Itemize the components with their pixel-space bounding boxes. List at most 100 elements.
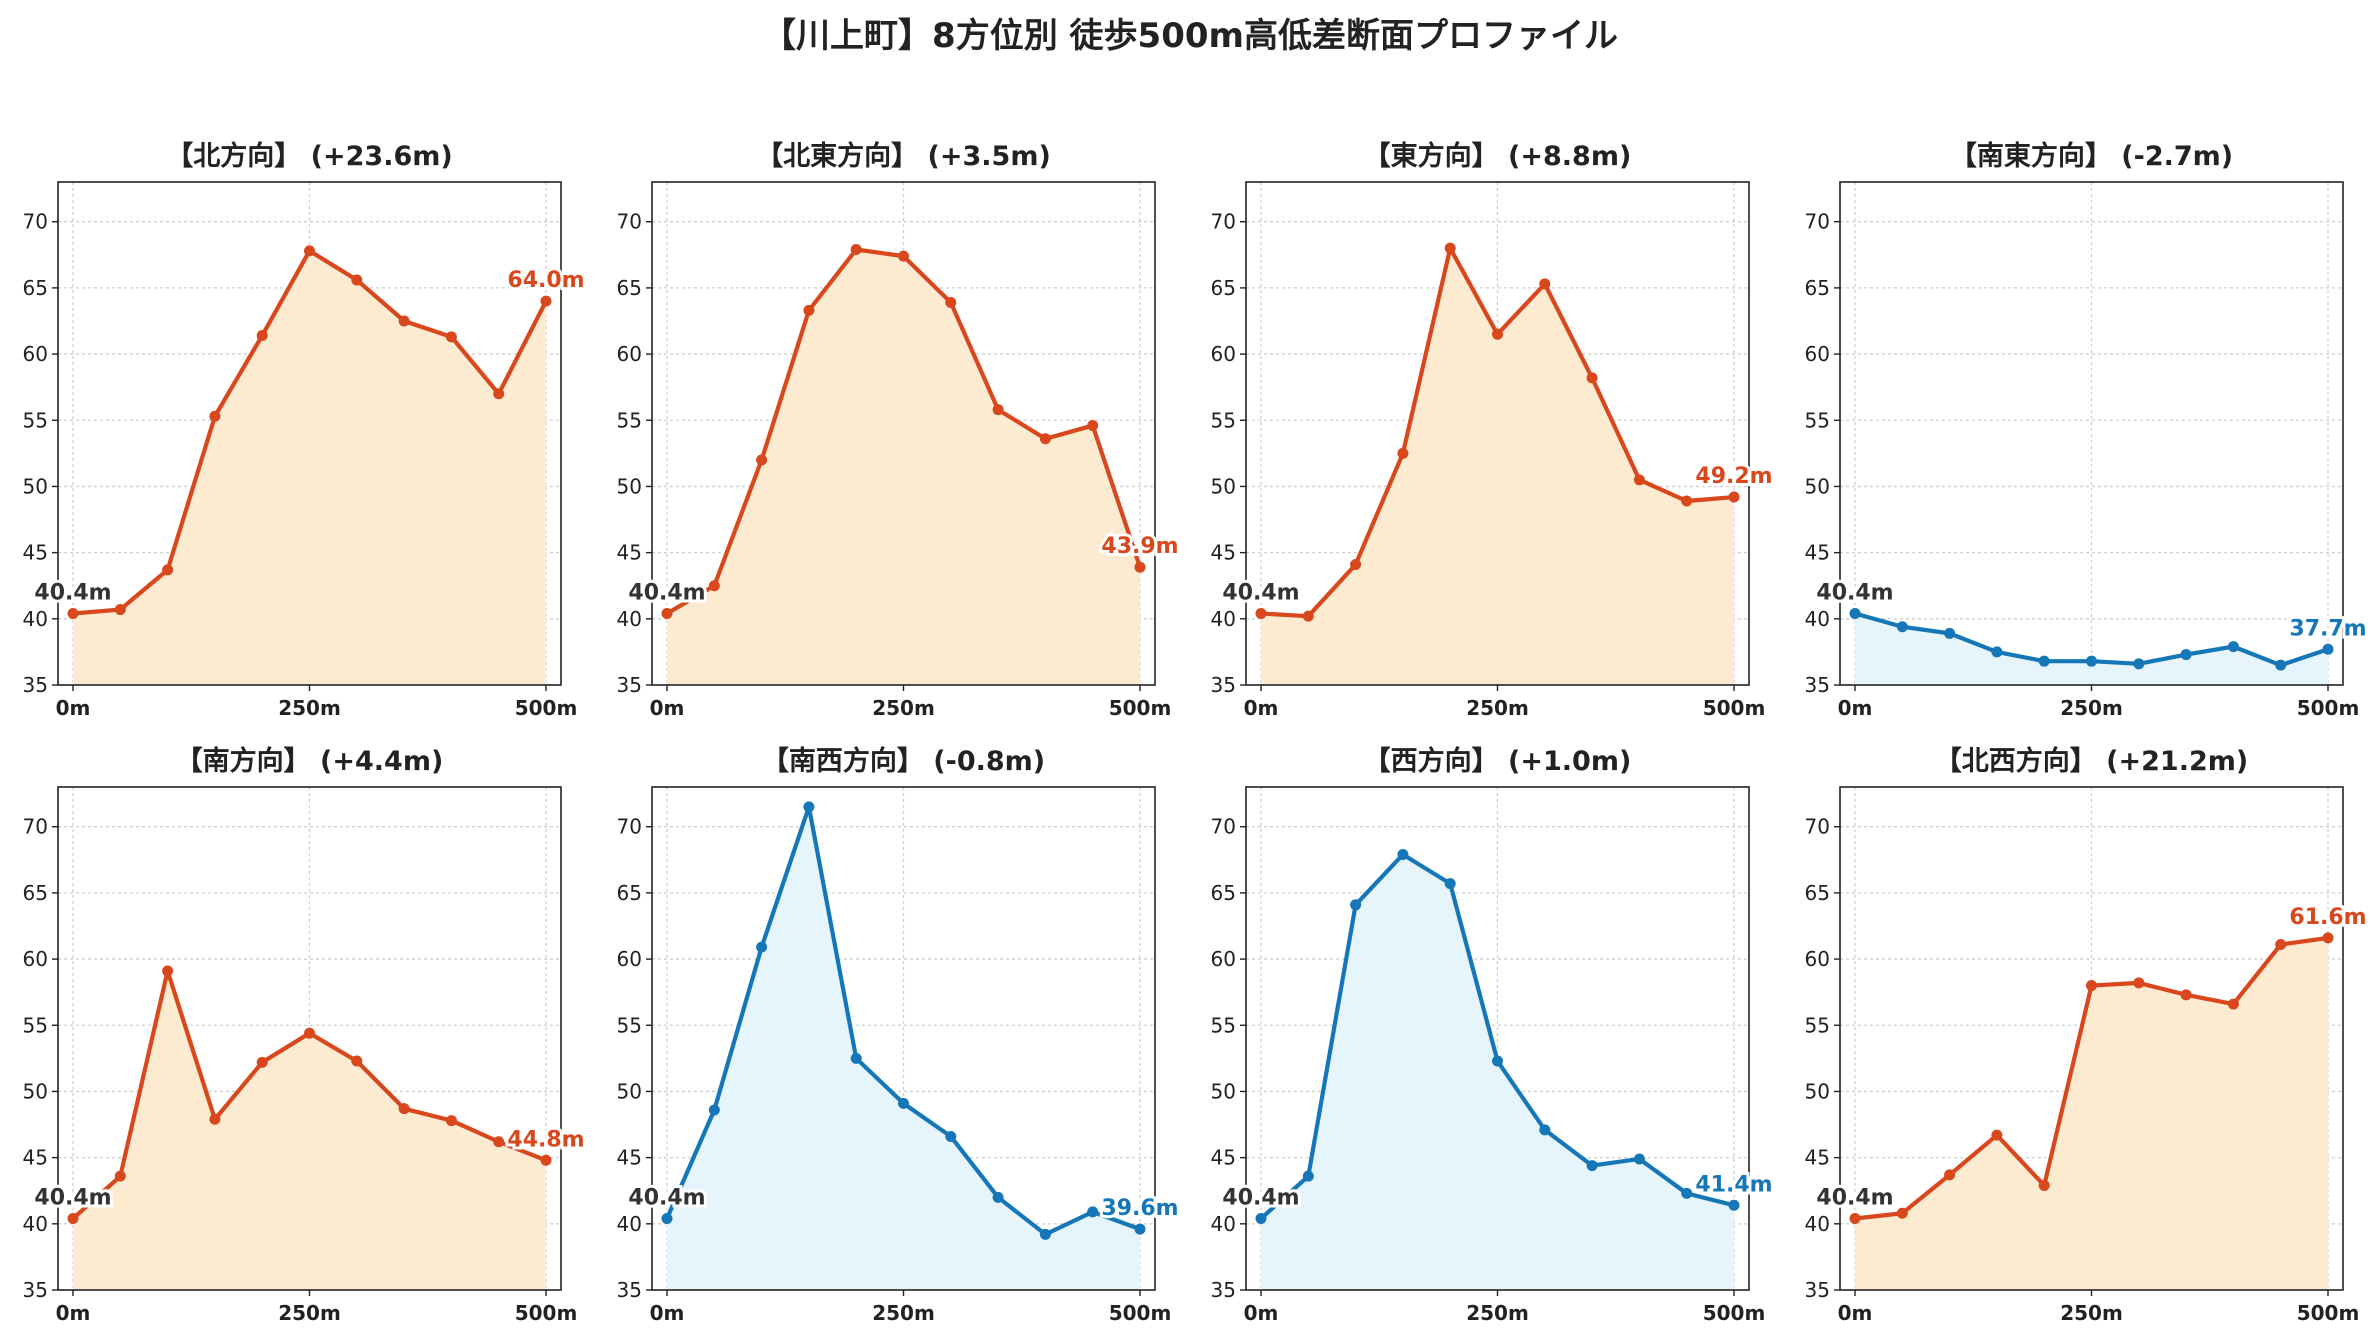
y-tick-label: 55 bbox=[617, 408, 642, 432]
start-elevation-label: 40.4m bbox=[628, 581, 705, 606]
data-point bbox=[1134, 561, 1146, 573]
y-tick-label: 70 bbox=[1211, 815, 1236, 839]
y-tick-label: 70 bbox=[23, 815, 48, 839]
data-point bbox=[493, 388, 505, 400]
start-elevation-label: 40.4m bbox=[1816, 1186, 1893, 1211]
y-tick-label: 45 bbox=[617, 541, 642, 565]
data-point bbox=[1039, 433, 1051, 445]
x-tick-label: 500m bbox=[1109, 1301, 1172, 1325]
end-elevation-label: 43.9m bbox=[1101, 534, 1178, 559]
data-point bbox=[2180, 649, 2192, 661]
end-elevation-label: 37.7m bbox=[2289, 616, 2366, 641]
y-tick-label: 70 bbox=[617, 815, 642, 839]
data-point bbox=[2227, 998, 2239, 1010]
data-point bbox=[2322, 932, 2334, 944]
data-point bbox=[2275, 659, 2287, 671]
data-point bbox=[1255, 608, 1267, 620]
data-point bbox=[850, 244, 862, 256]
data-point bbox=[756, 941, 768, 953]
y-tick-label: 40 bbox=[1805, 1212, 1830, 1236]
y-tick-label: 35 bbox=[617, 673, 642, 697]
data-point bbox=[898, 250, 909, 262]
y-tick-label: 40 bbox=[617, 1212, 642, 1236]
y-tick-label: 50 bbox=[23, 474, 48, 498]
x-tick-label: 0m bbox=[650, 696, 685, 720]
y-tick-label: 45 bbox=[1211, 541, 1236, 565]
data-point bbox=[256, 1056, 268, 1068]
x-tick-label: 250m bbox=[2060, 696, 2123, 720]
y-tick-label: 50 bbox=[617, 474, 642, 498]
y-tick-label: 65 bbox=[617, 881, 642, 905]
page-title: 【川上町】8方位別 徒歩500m高低差断面プロファイル bbox=[762, 16, 1618, 56]
y-tick-label: 60 bbox=[1805, 342, 1830, 366]
chart-panel: 【東方向】 (+8.8m) 35 40 45 50 55 60 65 70 0m 250m 500m 4… bbox=[1211, 140, 1776, 720]
y-tick-label: 35 bbox=[1805, 1278, 1830, 1302]
y-tick-label: 40 bbox=[617, 607, 642, 631]
y-tick-label: 55 bbox=[1211, 408, 1236, 432]
y-tick-label: 35 bbox=[1805, 673, 1830, 697]
x-tick-label: 500m bbox=[1703, 696, 1766, 720]
y-tick-label: 70 bbox=[617, 210, 642, 234]
data-point bbox=[162, 564, 174, 576]
start-elevation-label: 40.4m bbox=[1222, 1186, 1299, 1211]
y-tick-label: 40 bbox=[1211, 1212, 1236, 1236]
data-point bbox=[1633, 474, 1645, 486]
panel-title: 【北方向】 (+23.6m) bbox=[166, 140, 452, 172]
y-tick-label: 35 bbox=[1211, 1278, 1236, 1302]
y-tick-label: 45 bbox=[23, 1146, 48, 1170]
data-point bbox=[445, 1115, 457, 1127]
y-tick-label: 70 bbox=[1805, 210, 1830, 234]
y-tick-label: 35 bbox=[617, 1278, 642, 1302]
data-point bbox=[2086, 655, 2097, 667]
data-point bbox=[398, 315, 410, 327]
y-tick-label: 55 bbox=[1805, 408, 1830, 432]
y-tick-label: 60 bbox=[617, 342, 642, 366]
end-elevation-label: 61.6m bbox=[2289, 905, 2366, 930]
start-elevation-label: 40.4m bbox=[34, 1186, 111, 1211]
x-tick-label: 500m bbox=[2297, 1301, 2360, 1325]
y-tick-label: 45 bbox=[23, 541, 48, 565]
y-tick-label: 65 bbox=[617, 276, 642, 300]
y-tick-label: 55 bbox=[23, 408, 48, 432]
data-point bbox=[445, 331, 457, 343]
data-point bbox=[114, 1170, 126, 1182]
data-point bbox=[1991, 646, 2003, 658]
y-tick-label: 40 bbox=[23, 607, 48, 631]
x-tick-label: 250m bbox=[278, 696, 341, 720]
data-point bbox=[2133, 977, 2145, 989]
data-point bbox=[162, 965, 174, 977]
end-elevation-label: 64.0m bbox=[507, 268, 584, 293]
end-elevation-label: 39.6m bbox=[1101, 1196, 1178, 1221]
data-point bbox=[992, 1191, 1004, 1203]
panel-title: 【南東方向】 (-2.7m) bbox=[1950, 140, 2233, 172]
elevation-area bbox=[1855, 937, 2328, 1290]
y-tick-label: 65 bbox=[1211, 276, 1236, 300]
data-point bbox=[1944, 627, 1956, 639]
data-point bbox=[2038, 1179, 2050, 1191]
x-tick-label: 500m bbox=[515, 696, 578, 720]
data-point bbox=[1849, 1213, 1861, 1225]
data-point bbox=[256, 330, 268, 342]
y-tick-label: 45 bbox=[1211, 1146, 1236, 1170]
data-point bbox=[540, 295, 552, 307]
data-point bbox=[1087, 1206, 1099, 1218]
y-tick-label: 60 bbox=[1211, 947, 1236, 971]
data-point bbox=[992, 404, 1004, 416]
data-point bbox=[2180, 989, 2192, 1001]
data-point bbox=[1728, 1199, 1740, 1211]
y-tick-label: 40 bbox=[23, 1212, 48, 1236]
data-point bbox=[1444, 878, 1456, 890]
elevation-area bbox=[1261, 854, 1734, 1290]
y-tick-label: 65 bbox=[23, 881, 48, 905]
data-point bbox=[803, 801, 815, 813]
data-point bbox=[2086, 980, 2097, 992]
data-point bbox=[1586, 1160, 1598, 1172]
x-tick-label: 500m bbox=[1703, 1301, 1766, 1325]
data-point bbox=[1586, 372, 1598, 384]
chart-panel: 【南東方向】 (-2.7m) 35 40 45 50 55 60 65 70 0m 250m 500m… bbox=[1805, 140, 2370, 720]
data-point bbox=[1302, 1170, 1314, 1182]
data-point bbox=[1849, 608, 1861, 620]
data-point bbox=[756, 454, 768, 466]
data-point bbox=[1350, 559, 1362, 571]
